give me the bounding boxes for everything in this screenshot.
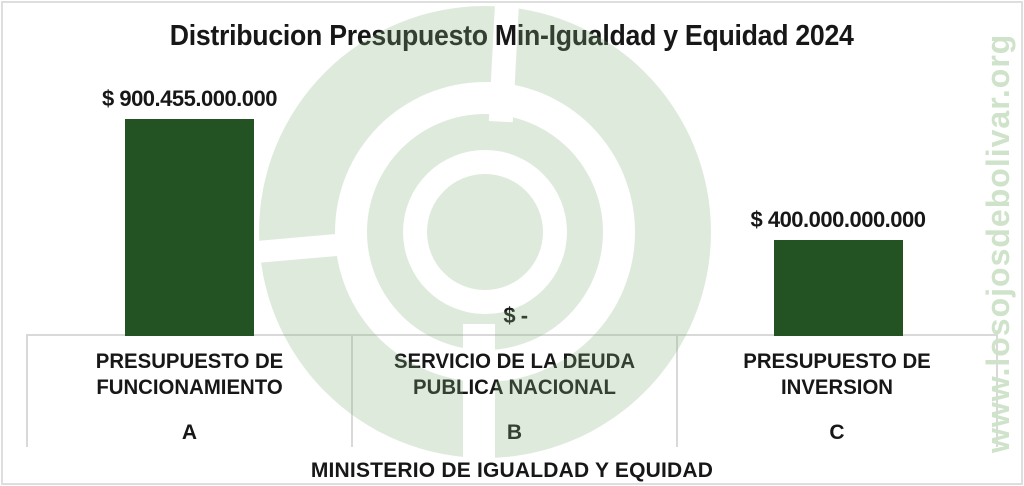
bar-value-label-a: $ 900.455.000.000 <box>101 86 278 111</box>
bar-value-label-b: $ - <box>503 303 528 328</box>
chart-title: Distribucion Presupuesto Min-Igualdad y … <box>0 20 1024 53</box>
category-sublabel: A <box>181 421 198 444</box>
category-column-b: SERVICIO DE LA DEUDA PUBLICA NACIONAL B <box>353 336 678 447</box>
category-label: SERVICIO DE LA DEUDA PUBLICA NACIONAL <box>393 350 636 399</box>
category-column-c: PRESUPUESTO DE INVERSION C <box>678 336 998 447</box>
x-axis-title: MINISTERIO DE IGUALDAD Y EQUIDAD <box>310 459 714 482</box>
bar-value-label-c: $ 400.000.000.000 <box>750 207 926 232</box>
bar-c <box>773 240 903 336</box>
category-sublabel: B <box>506 421 523 444</box>
bar-a <box>125 119 254 336</box>
category-label: PRESUPUESTO DE FUNCIONAMIENTO <box>95 350 284 399</box>
chart-title-text: Distribucion Presupuesto Min-Igualdad y … <box>170 20 854 52</box>
x-axis-line <box>26 334 998 336</box>
category-label: PRESUPUESTO DE INVERSION <box>743 350 931 399</box>
category-sublabel: C <box>829 421 845 444</box>
category-column-a: PRESUPUESTO DE FUNCIONAMIENTO A <box>26 336 353 447</box>
